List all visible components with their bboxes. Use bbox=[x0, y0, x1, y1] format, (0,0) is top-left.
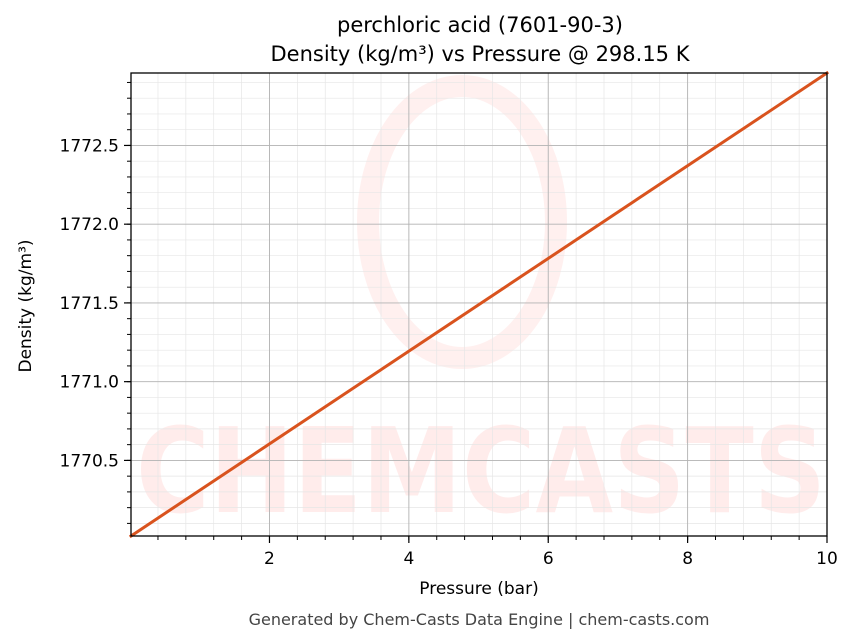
watermark-text: CHEMCASTS bbox=[136, 402, 826, 540]
y-tick-label: 1770.5 bbox=[60, 451, 119, 471]
footer-credit: Generated by Chem-Casts Data Engine | ch… bbox=[249, 610, 710, 629]
x-tick-label: 6 bbox=[543, 549, 554, 569]
chart-title-line1: perchloric acid (7601-90-3) bbox=[337, 13, 623, 37]
x-tick-label: 10 bbox=[816, 549, 838, 569]
y-tick-label: 1771.5 bbox=[60, 294, 119, 314]
x-axis-label: Pressure (bar) bbox=[419, 579, 538, 599]
x-tick-label: 2 bbox=[264, 549, 275, 569]
series-layer bbox=[128, 70, 830, 539]
series-line-0 bbox=[128, 70, 830, 539]
axis-ticks bbox=[124, 81, 828, 543]
x-tick-label: 8 bbox=[682, 549, 693, 569]
y-tick-label: 1772.5 bbox=[60, 136, 119, 156]
y-axis-label: Density (kg/m³) bbox=[16, 239, 36, 372]
y-tick-label: 1772.0 bbox=[60, 215, 119, 235]
watermark-ring bbox=[357, 75, 567, 369]
watermark-logo: CHEMCASTS bbox=[136, 75, 826, 540]
axis-tick-labels: 2 4 6 8 10 1770.5 1771.0 1771.5 1772.0 1772.5 bbox=[60, 136, 838, 569]
y-tick-label: 1771.0 bbox=[60, 373, 119, 393]
plot-frame bbox=[130, 72, 828, 537]
x-tick-label: 4 bbox=[403, 549, 414, 569]
chart-title-line2: Density (kg/m³) vs Pressure @ 298.15 K bbox=[270, 42, 690, 66]
